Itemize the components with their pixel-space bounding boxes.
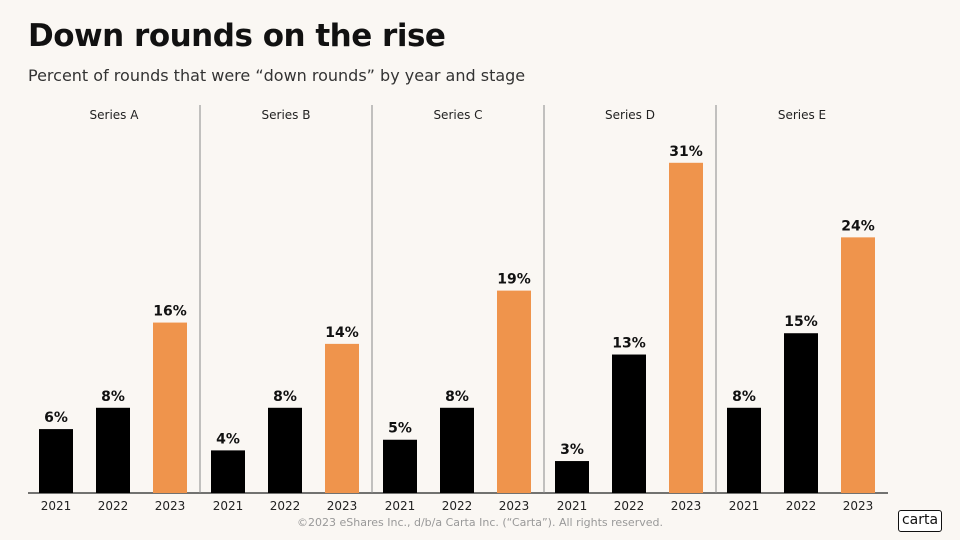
chart-title: Down rounds on the rise <box>28 18 446 54</box>
bar-series-b-2023 <box>325 343 359 493</box>
x-tick-label-series-d-2023: 2023 <box>671 499 702 513</box>
data-label-series-c-2022: 8% <box>445 389 469 405</box>
x-tick-label-series-b-2022: 2022 <box>270 499 301 513</box>
bar-series-d-2023 <box>669 162 703 493</box>
data-label-series-a-2021: 6% <box>44 410 68 426</box>
x-tick-label-series-e-2023: 2023 <box>843 499 874 513</box>
bar-series-b-2021 <box>211 450 245 493</box>
bar-series-e-2023 <box>841 237 875 493</box>
data-label-series-c-2023: 19% <box>497 272 531 288</box>
data-label-series-e-2022: 15% <box>784 314 818 330</box>
copyright-footer: ©2023 eShares Inc., d/b/a Carta Inc. (“C… <box>297 516 663 529</box>
data-label-series-d-2021: 3% <box>560 442 584 458</box>
x-tick-label-series-c-2023: 2023 <box>499 499 530 513</box>
x-tick-label-series-a-2022: 2022 <box>98 499 129 513</box>
x-tick-label-series-e-2022: 2022 <box>786 499 817 513</box>
data-label-series-c-2021: 5% <box>388 421 412 437</box>
x-tick-label-series-b-2023: 2023 <box>327 499 358 513</box>
x-tick-label-series-a-2021: 2021 <box>41 499 72 513</box>
bar-series-d-2021 <box>555 461 589 493</box>
data-label-series-b-2021: 4% <box>216 431 240 447</box>
panel-header-series-b: Series B <box>262 108 311 122</box>
bar-series-e-2021 <box>727 407 761 493</box>
chart-subtitle: Percent of rounds that were “down rounds… <box>28 66 526 85</box>
data-label-series-a-2022: 8% <box>101 389 125 405</box>
bar-series-d-2022 <box>612 354 646 493</box>
carta-logo: carta <box>898 510 942 532</box>
x-tick-label-series-e-2021: 2021 <box>729 499 760 513</box>
x-tick-label-series-c-2021: 2021 <box>385 499 416 513</box>
bar-series-c-2023 <box>497 290 531 493</box>
bar-series-c-2022 <box>440 407 474 493</box>
panel-header-series-d: Series D <box>605 108 655 122</box>
panel-header-series-a: Series A <box>90 108 140 122</box>
data-label-series-e-2023: 24% <box>841 218 875 234</box>
bar-series-e-2022 <box>784 333 818 493</box>
data-label-series-d-2022: 13% <box>612 336 646 352</box>
data-label-series-a-2023: 16% <box>153 304 187 320</box>
bar-series-a-2023 <box>153 322 187 493</box>
x-tick-label-series-b-2021: 2021 <box>213 499 244 513</box>
data-label-series-d-2023: 31% <box>669 144 703 160</box>
x-tick-label-series-d-2021: 2021 <box>557 499 588 513</box>
x-tick-label-series-a-2023: 2023 <box>155 499 186 513</box>
bar-series-b-2022 <box>268 407 302 493</box>
bar-series-a-2021 <box>39 429 73 493</box>
x-tick-label-series-c-2022: 2022 <box>442 499 473 513</box>
data-label-series-b-2023: 14% <box>325 325 359 341</box>
data-label-series-b-2022: 8% <box>273 389 297 405</box>
panel-header-series-c: Series C <box>433 108 482 122</box>
bar-series-a-2022 <box>96 407 130 493</box>
bar-series-c-2021 <box>383 439 417 493</box>
x-tick-label-series-d-2022: 2022 <box>614 499 645 513</box>
panel-header-series-e: Series E <box>778 108 826 122</box>
data-label-series-e-2021: 8% <box>732 389 756 405</box>
